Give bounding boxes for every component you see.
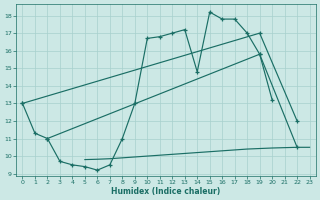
X-axis label: Humidex (Indice chaleur): Humidex (Indice chaleur) — [111, 187, 221, 196]
